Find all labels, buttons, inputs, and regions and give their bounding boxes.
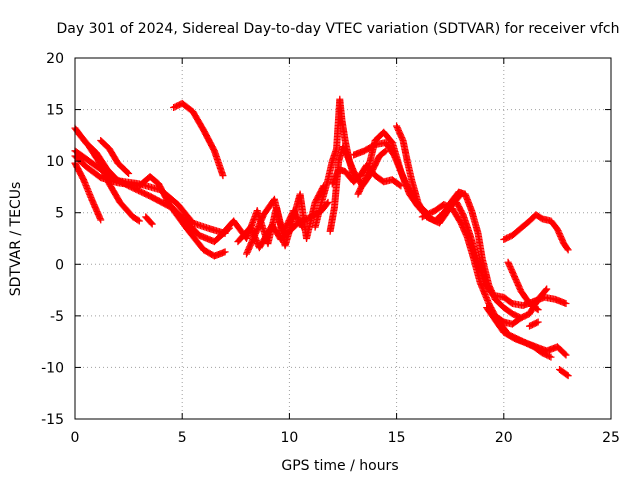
data-point bbox=[563, 245, 571, 253]
series-track-7 bbox=[142, 213, 156, 228]
plot-frame bbox=[74, 57, 612, 420]
series-track-24 bbox=[526, 318, 542, 330]
series-track-4 bbox=[71, 159, 105, 224]
data-point bbox=[134, 216, 142, 224]
y-tick-label: 5 bbox=[55, 206, 64, 222]
series-track-6 bbox=[97, 137, 133, 178]
data-point bbox=[533, 305, 541, 313]
data-point bbox=[543, 285, 551, 293]
y-tick-label: 20 bbox=[46, 51, 64, 67]
data-point bbox=[561, 350, 569, 358]
data-point bbox=[97, 216, 105, 224]
data-point bbox=[221, 248, 229, 256]
x-tick-label: 10 bbox=[280, 430, 298, 446]
x-tick-label: 5 bbox=[178, 430, 187, 446]
x-tick-label: 0 bbox=[71, 430, 80, 446]
series-track-25 bbox=[556, 365, 572, 380]
data-point bbox=[124, 168, 132, 176]
data-point bbox=[564, 372, 572, 380]
data-point bbox=[562, 299, 570, 307]
series-track-23 bbox=[504, 258, 542, 314]
data-point bbox=[135, 217, 143, 225]
series-track-11 bbox=[243, 195, 306, 258]
grid-layer bbox=[75, 58, 611, 419]
series-track-21 bbox=[496, 318, 555, 361]
data-point bbox=[534, 306, 542, 314]
ticks-layer: 0 5 10 15 20 25 -15 -10 -5 0 5 10 15 20 bbox=[41, 51, 620, 446]
data-point bbox=[546, 352, 554, 360]
data-point bbox=[125, 170, 133, 178]
data-point bbox=[562, 351, 570, 359]
points-layer bbox=[71, 95, 572, 380]
data-point bbox=[298, 223, 306, 231]
y-tick-label: -15 bbox=[41, 412, 64, 428]
data-point bbox=[147, 219, 155, 227]
data-point bbox=[563, 371, 571, 379]
series-track-3 bbox=[71, 152, 233, 246]
y-axis-label: SDTVAR / TECUs bbox=[8, 182, 24, 297]
data-point bbox=[298, 222, 306, 230]
data-point bbox=[323, 200, 331, 208]
y-tick-label: -5 bbox=[50, 309, 64, 325]
series-track-19 bbox=[453, 198, 570, 310]
y-tick-label: 10 bbox=[46, 154, 64, 170]
data-point bbox=[219, 172, 227, 180]
x-tick-label: 15 bbox=[388, 430, 406, 446]
x-tick-label: 20 bbox=[495, 430, 513, 446]
data-point bbox=[533, 319, 541, 327]
data-point bbox=[396, 181, 404, 189]
data-point bbox=[381, 148, 389, 156]
data-point bbox=[542, 286, 550, 294]
x-axis-label: GPS time / hours bbox=[281, 458, 398, 474]
series-track-8 bbox=[170, 99, 227, 180]
series-track-22 bbox=[500, 211, 572, 254]
data-point bbox=[534, 318, 542, 326]
data-point bbox=[547, 353, 555, 361]
y-tick-label: 0 bbox=[55, 257, 64, 273]
data-point bbox=[564, 246, 572, 254]
series-track-5 bbox=[75, 130, 143, 225]
y-tick-label: -10 bbox=[41, 360, 64, 376]
data-point bbox=[148, 220, 156, 228]
chart-title: Day 301 of 2024, Sidereal Day-to-day VTE… bbox=[56, 21, 619, 37]
x-tick-label: 25 bbox=[602, 430, 620, 446]
y-tick-label: 15 bbox=[46, 103, 64, 119]
data-point bbox=[324, 198, 332, 206]
